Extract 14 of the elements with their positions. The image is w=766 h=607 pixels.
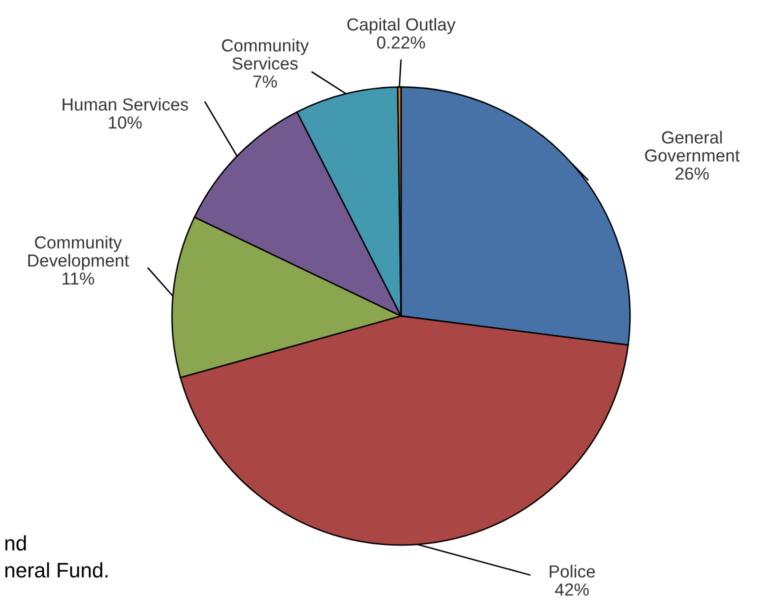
data-label: 10% xyxy=(108,116,142,129)
slice-label: Human Services xyxy=(62,98,188,111)
data-label: 0.22% xyxy=(377,36,425,49)
text: neral Fund. xyxy=(5,562,108,578)
data-label: 7% xyxy=(253,76,277,88)
slice-label: Capital Outlay xyxy=(347,18,456,34)
slice-label: Community Development xyxy=(28,236,130,270)
slice-label: Police xyxy=(550,564,595,578)
text: nd xyxy=(5,535,26,551)
slice-label: General Government xyxy=(645,130,740,162)
data-label: 11% xyxy=(62,272,94,285)
data-label: 26% xyxy=(676,167,709,180)
data-label: 42% xyxy=(555,583,589,596)
slice-label: Community Services xyxy=(222,38,309,70)
